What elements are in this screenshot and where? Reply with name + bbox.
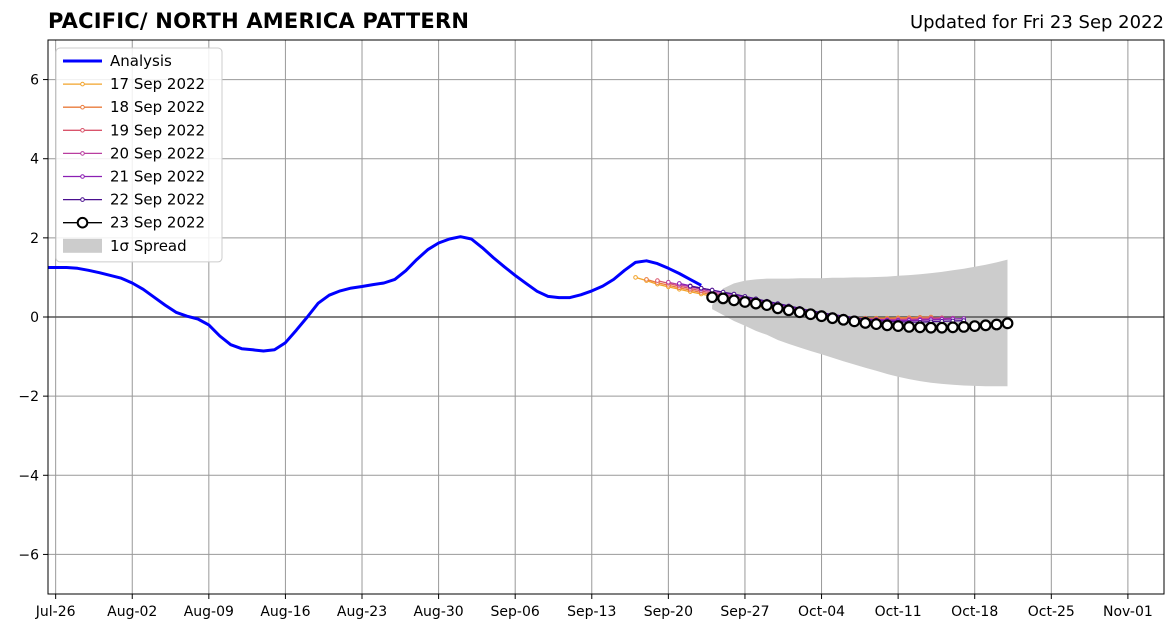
legend-marker bbox=[80, 128, 85, 133]
y-tick-label: −4 bbox=[18, 468, 39, 484]
forecast-point bbox=[837, 313, 850, 326]
x-tick-label: Oct-11 bbox=[875, 604, 922, 620]
x-tick-label: Sep-06 bbox=[491, 604, 540, 620]
forecast-point bbox=[925, 321, 937, 334]
forecast-point bbox=[771, 302, 784, 315]
legend-label: 17 Sep 2022 bbox=[110, 75, 205, 93]
forecast-point bbox=[859, 317, 872, 329]
forecast-point bbox=[815, 310, 828, 323]
y-tick-label: −6 bbox=[18, 547, 39, 563]
x-tick-label: Jul-26 bbox=[35, 604, 76, 620]
x-tick-label: Sep-27 bbox=[720, 604, 769, 620]
x-tick-label: Aug-02 bbox=[107, 604, 157, 620]
forecast-point bbox=[666, 279, 671, 285]
forecast-point bbox=[892, 320, 905, 333]
x-tick-label: Oct-18 bbox=[951, 604, 998, 620]
tick-layer: Jul-26 Aug-02 Aug-09 Aug-16 Aug-23 Aug-30 Sep-… bbox=[18, 73, 1152, 620]
legend-label: 23 Sep 2022 bbox=[110, 214, 205, 232]
forecast-series bbox=[706, 291, 1014, 334]
forecast-point bbox=[881, 319, 894, 332]
legend-label: 20 Sep 2022 bbox=[110, 144, 205, 162]
x-tick-label: Nov-01 bbox=[1103, 604, 1153, 620]
forecast-point bbox=[957, 320, 970, 333]
forecast-point bbox=[739, 296, 751, 308]
series-layer bbox=[48, 235, 1014, 353]
forecast-point bbox=[848, 315, 861, 328]
forecast-point bbox=[749, 297, 762, 310]
legend-marker bbox=[80, 104, 85, 110]
forecast-point bbox=[935, 321, 948, 334]
forecast-point bbox=[633, 275, 638, 280]
y-tick-label: 2 bbox=[30, 231, 39, 247]
legend-label: 21 Sep 2022 bbox=[110, 168, 205, 186]
forecast-point bbox=[826, 312, 839, 325]
forecast-point bbox=[677, 281, 682, 286]
legend-label: Analysis bbox=[110, 52, 172, 70]
legend-marker bbox=[80, 81, 85, 87]
y-tick-label: 6 bbox=[30, 73, 39, 89]
x-tick-label: Aug-16 bbox=[260, 604, 310, 620]
x-tick-label: Aug-30 bbox=[413, 604, 463, 620]
x-tick-label: Sep-20 bbox=[644, 604, 693, 620]
legend: Analysis 17 Sep 2022 18 Sep 2022 19 Sep 202… bbox=[55, 47, 223, 263]
chart-title: PACIFIC/ NORTH AMERICA PATTERN bbox=[48, 9, 470, 33]
x-tick-label: Aug-09 bbox=[184, 604, 234, 620]
analysis-line bbox=[48, 235, 702, 353]
forecast-point bbox=[728, 294, 740, 307]
x-tick-label: Oct-25 bbox=[1028, 604, 1075, 620]
forecast-point bbox=[914, 321, 926, 334]
legend-box bbox=[55, 47, 223, 263]
y-tick-label: −2 bbox=[18, 389, 39, 405]
forecast-point bbox=[793, 306, 806, 319]
legend-label: 19 Sep 2022 bbox=[110, 121, 205, 139]
forecast-point bbox=[979, 319, 992, 332]
forecast-point bbox=[698, 285, 704, 291]
y-tick-label: 4 bbox=[30, 152, 39, 168]
x-tick-label: Oct-04 bbox=[798, 604, 845, 620]
forecast-point bbox=[804, 308, 817, 321]
forecast-point bbox=[990, 318, 1003, 331]
legend-swatch-spread bbox=[63, 238, 102, 253]
legend-label: 1σ Spread bbox=[110, 237, 187, 255]
legend-marker bbox=[80, 151, 85, 156]
forecast-point bbox=[644, 277, 649, 282]
legend-label: 18 Sep 2022 bbox=[110, 98, 205, 116]
legend-marker bbox=[76, 216, 89, 229]
forecast-point bbox=[655, 278, 660, 283]
forecast-point bbox=[968, 320, 981, 333]
forecast-point bbox=[717, 292, 729, 305]
forecast-point bbox=[782, 304, 795, 317]
forecast-point bbox=[760, 299, 773, 312]
legend-label: 22 Sep 2022 bbox=[110, 191, 205, 209]
x-tick-label: Sep-13 bbox=[567, 604, 616, 620]
forecast-point bbox=[706, 291, 719, 304]
forecast-point bbox=[687, 283, 693, 289]
forecast-point bbox=[1001, 317, 1014, 330]
forecast-point bbox=[903, 320, 915, 333]
forecast-point bbox=[946, 321, 959, 334]
x-tick-label: Aug-23 bbox=[337, 604, 387, 620]
legend-marker bbox=[80, 197, 85, 202]
legend-marker bbox=[80, 174, 85, 179]
y-tick-label: 0 bbox=[30, 310, 39, 326]
forecast-point bbox=[870, 318, 883, 331]
chart-subtitle: Updated for Fri 23 Sep 2022 bbox=[909, 12, 1164, 33]
